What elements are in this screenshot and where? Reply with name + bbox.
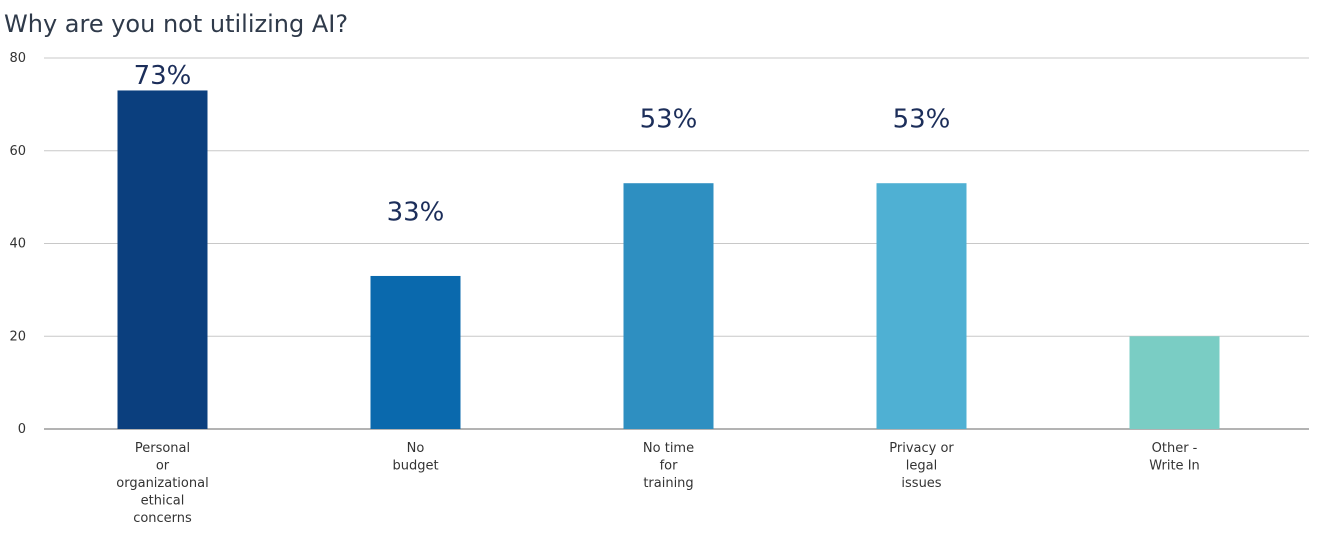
bar-value-label: 33% [387,197,445,227]
category-label-line: concerns [133,511,192,526]
category-label: Privacy or legal issues [889,441,954,491]
bar [623,183,714,429]
y-axis-ticks: 0 20 40 60 80 [9,51,26,437]
category-label-line: No [407,441,425,456]
bar [117,90,208,430]
category-label-line: Personal [135,441,190,456]
y-tick-label: 0 [18,422,26,437]
category-label-line: budget [392,459,438,474]
category-labels: Personal or organizational ethical concerns N… [116,441,1199,526]
y-tick-label: 40 [9,237,26,252]
category-label-line: No time [643,441,694,456]
bar-value-label: 53% [640,105,698,135]
category-label-line: organizational [116,476,208,491]
y-tick-label: 20 [9,329,26,344]
category-label-line: ethical [141,494,185,509]
bar [876,183,967,429]
chart-title: Why are you not utilizing AI? [4,10,349,38]
category-label-line: or [156,459,170,474]
bar [1129,336,1220,429]
category-label-line: issues [901,476,941,491]
category-label-line: Other - [1152,441,1198,456]
bar-value-label: 53% [893,105,951,135]
category-label-line: legal [906,459,937,474]
bar-value-label: 73% [134,61,192,91]
bars [117,90,1220,430]
bar [370,275,461,429]
category-label: No time for training [643,441,694,491]
y-tick-label: 60 [9,144,26,159]
category-label: Personal or organizational ethical concerns [116,441,208,526]
category-label-line: for [660,459,679,474]
data-labels: 73% 33% 53% 53% [134,61,951,227]
y-tick-label: 80 [9,51,26,66]
category-label-line: Write In [1149,459,1200,474]
category-label: No budget [392,441,438,474]
category-label-line: Privacy or [889,441,954,456]
category-label: Other - Write In [1149,441,1200,474]
category-label-line: training [643,476,693,491]
